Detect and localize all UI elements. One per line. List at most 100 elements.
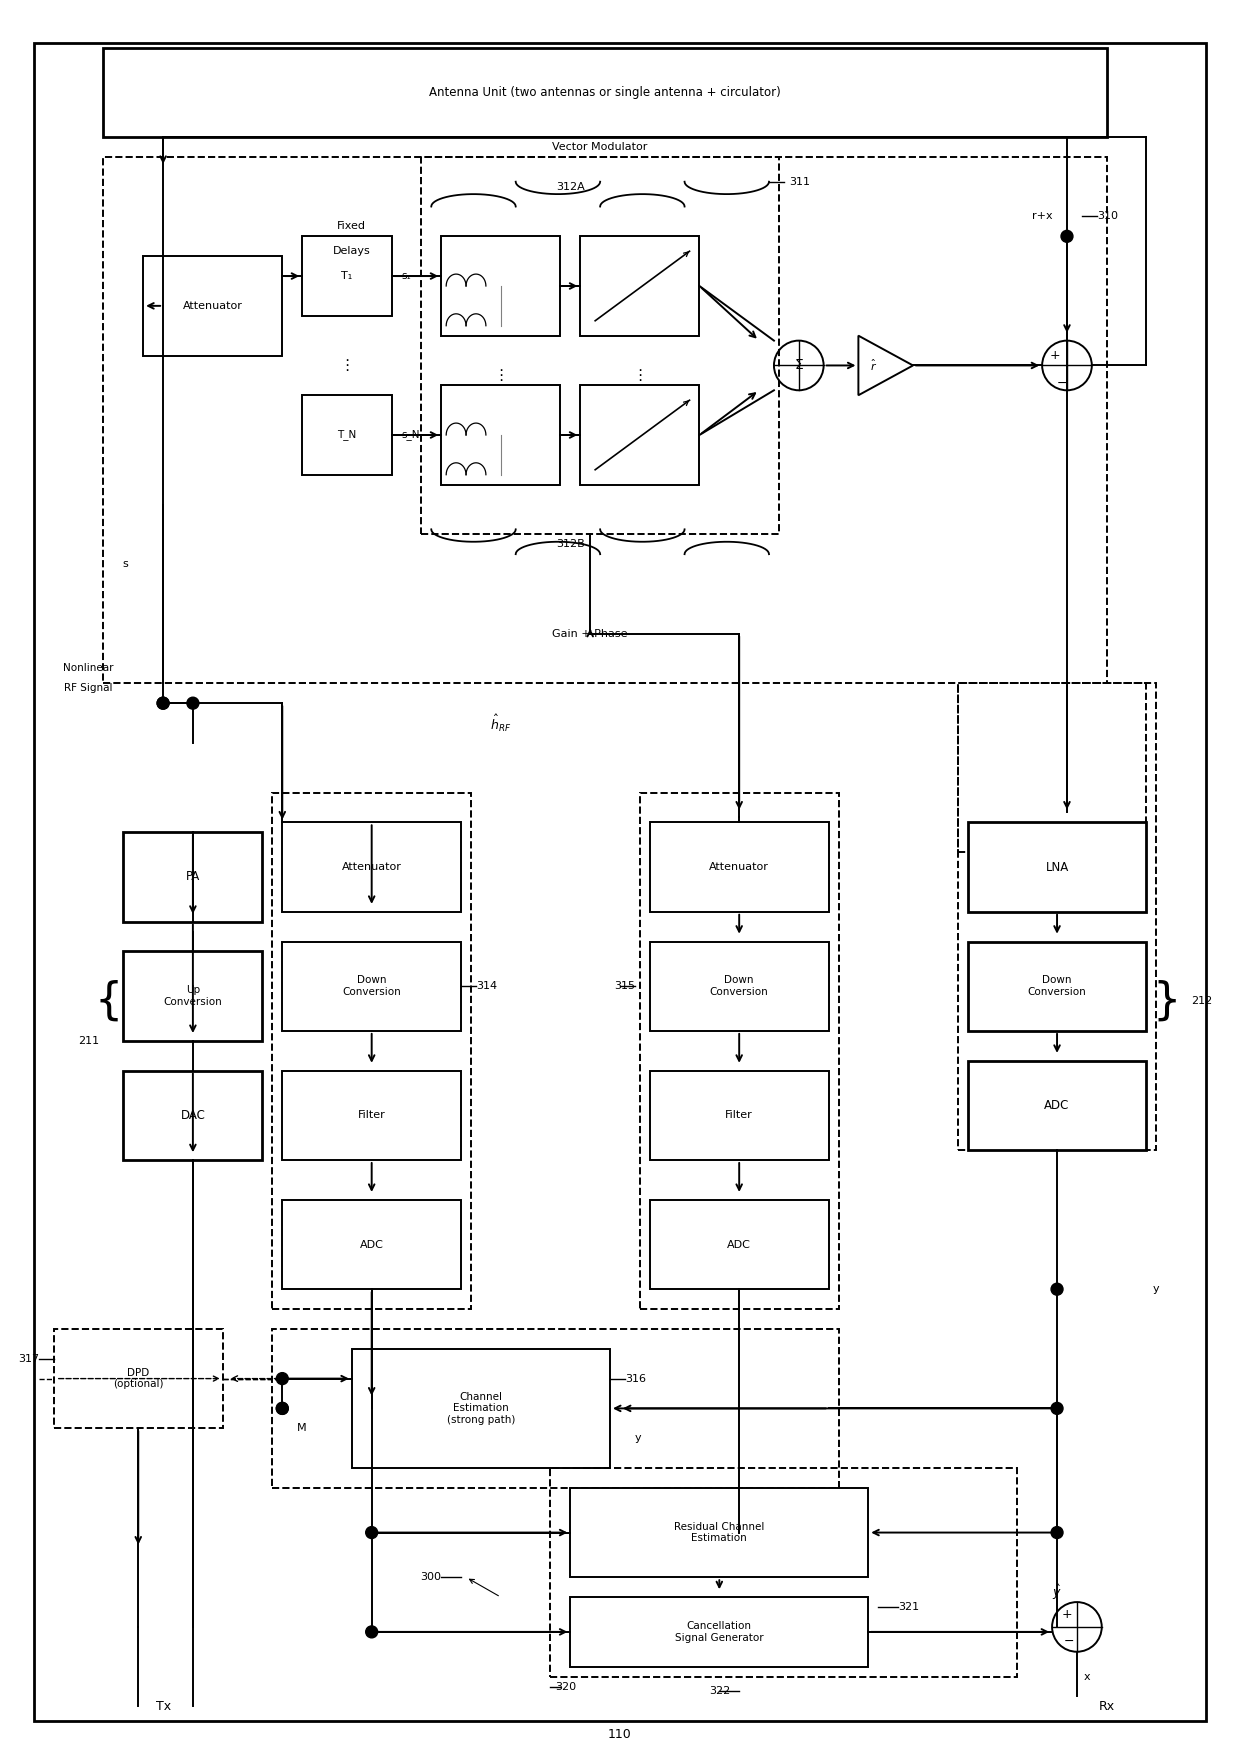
Bar: [283, 941, 461, 1030]
Circle shape: [277, 1372, 288, 1384]
Bar: [441, 237, 560, 336]
Text: s₁: s₁: [402, 272, 412, 280]
Text: −: −: [1056, 377, 1068, 391]
Text: ADC: ADC: [360, 1239, 383, 1249]
Bar: [441, 385, 560, 485]
Circle shape: [1061, 230, 1073, 242]
Text: Attenuator: Attenuator: [342, 862, 402, 872]
Circle shape: [277, 1402, 288, 1414]
Text: Attenuator: Attenuator: [709, 862, 769, 872]
Bar: [967, 941, 1147, 1030]
Text: ADC: ADC: [1044, 1099, 1070, 1113]
Text: 322: 322: [709, 1687, 730, 1696]
Bar: [967, 1060, 1147, 1149]
Bar: [551, 1468, 1017, 1677]
Circle shape: [187, 697, 198, 710]
Text: M: M: [298, 1423, 306, 1433]
Text: 310: 310: [1096, 212, 1117, 221]
Bar: [283, 822, 461, 911]
Text: Fixed: Fixed: [337, 221, 366, 231]
Bar: [957, 683, 1157, 1149]
Text: ⋮: ⋮: [340, 357, 355, 373]
Text: DAC: DAC: [181, 1109, 206, 1121]
Text: y: y: [1153, 1284, 1159, 1295]
Bar: [303, 396, 392, 475]
Text: 312B: 312B: [556, 540, 585, 548]
Bar: [650, 1200, 828, 1289]
Text: Tx: Tx: [155, 1699, 171, 1713]
Text: 300: 300: [420, 1572, 441, 1582]
Text: s_N: s_N: [402, 429, 420, 440]
Text: 211: 211: [78, 1035, 99, 1046]
Text: DPD
(optional): DPD (optional): [113, 1368, 164, 1389]
Text: 110: 110: [608, 1727, 632, 1741]
Bar: [53, 1330, 223, 1428]
Text: x: x: [1084, 1671, 1090, 1682]
Circle shape: [366, 1626, 378, 1638]
Text: Antenna Unit (two antennas or single antenna + circulator): Antenna Unit (two antennas or single ant…: [429, 86, 781, 98]
Text: r+x: r+x: [1032, 212, 1053, 221]
Text: 316: 316: [625, 1374, 646, 1384]
Text: 320: 320: [556, 1682, 577, 1691]
Circle shape: [157, 697, 169, 710]
Text: 315: 315: [614, 981, 635, 992]
Bar: [103, 158, 1107, 683]
Text: 212: 212: [1192, 997, 1213, 1006]
Text: 311: 311: [789, 177, 810, 187]
Text: +: +: [1061, 1608, 1073, 1622]
Text: PA: PA: [186, 871, 200, 883]
Bar: [422, 158, 779, 534]
Text: LNA: LNA: [1045, 860, 1069, 874]
Text: Down
Conversion: Down Conversion: [342, 976, 401, 997]
Bar: [123, 951, 263, 1041]
Text: Vector Modulator: Vector Modulator: [553, 142, 647, 152]
Text: 317: 317: [17, 1354, 38, 1363]
Text: Down
Conversion: Down Conversion: [709, 976, 769, 997]
Text: T₁: T₁: [341, 272, 352, 280]
Bar: [352, 1349, 610, 1468]
Text: Delays: Delays: [332, 247, 371, 256]
Circle shape: [1052, 1402, 1063, 1414]
Text: 321: 321: [898, 1601, 919, 1612]
Bar: [957, 683, 1147, 851]
Bar: [273, 792, 471, 1309]
Circle shape: [1052, 1282, 1063, 1295]
Bar: [123, 832, 263, 922]
Bar: [650, 1070, 828, 1160]
Text: Filter: Filter: [725, 1111, 753, 1120]
Bar: [283, 1200, 461, 1289]
Text: Down
Conversion: Down Conversion: [1028, 976, 1086, 997]
Bar: [650, 822, 828, 911]
Text: $\hat{h}_{RF}$: $\hat{h}_{RF}$: [490, 713, 511, 734]
Text: Gain + Phase: Gain + Phase: [553, 629, 627, 639]
Text: Rx: Rx: [1099, 1699, 1115, 1713]
Text: {: {: [94, 979, 123, 1023]
Bar: [303, 237, 392, 315]
Text: Residual Channel
Estimation: Residual Channel Estimation: [675, 1522, 765, 1544]
Circle shape: [1052, 1526, 1063, 1538]
Text: ⋮: ⋮: [494, 368, 508, 384]
Bar: [123, 1070, 263, 1160]
Bar: [273, 1330, 838, 1487]
Text: 312A: 312A: [556, 182, 585, 191]
Bar: [640, 792, 838, 1309]
Text: Σ: Σ: [795, 359, 804, 373]
Text: ADC: ADC: [727, 1239, 751, 1249]
Bar: [570, 1487, 868, 1577]
Bar: [283, 1070, 461, 1160]
Bar: [580, 237, 699, 336]
Bar: [570, 1598, 868, 1666]
Text: s: s: [123, 559, 128, 569]
Text: +: +: [1050, 349, 1060, 363]
Text: $\hat{r}$: $\hat{r}$: [869, 357, 877, 373]
Text: −: −: [1064, 1635, 1074, 1649]
Circle shape: [277, 1402, 288, 1414]
Circle shape: [157, 697, 169, 710]
Text: T_N: T_N: [337, 429, 356, 440]
Text: 314: 314: [476, 981, 497, 992]
Bar: [144, 256, 283, 356]
Text: Nonlinear: Nonlinear: [63, 664, 114, 673]
Bar: [650, 941, 828, 1030]
Bar: [580, 385, 699, 485]
Text: Attenuator: Attenuator: [182, 301, 243, 310]
